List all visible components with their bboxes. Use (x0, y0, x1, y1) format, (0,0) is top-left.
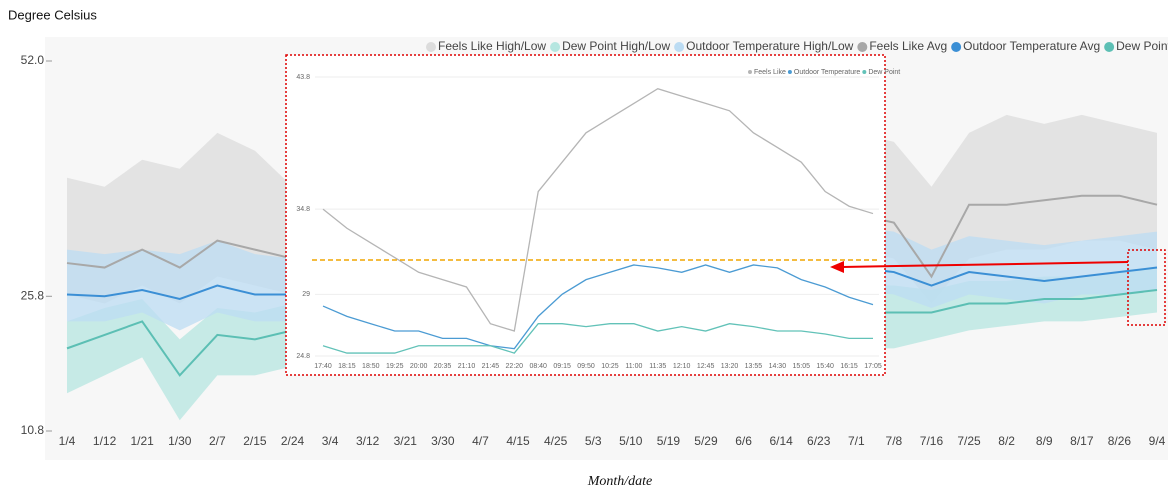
x-tick-label: 6/6 (735, 434, 752, 448)
legend-label: Feels Like Avg (869, 39, 947, 53)
x-tick-label: 1/12 (93, 434, 117, 448)
x-tick-label: 11:00 (625, 363, 642, 370)
arrow-head (830, 261, 844, 273)
y-tick-label: 10.8 (21, 423, 45, 437)
x-tick-label: 19:25 (386, 363, 404, 370)
x-axis-label: Month/date (587, 474, 653, 489)
x-tick-label: 5/19 (657, 434, 681, 448)
x-tick-label: 4/7 (472, 434, 489, 448)
x-tick-label: 4/15 (506, 434, 530, 448)
y-tick-label: 24.8 (296, 353, 310, 360)
x-tick-label: 5/29 (694, 434, 718, 448)
legend-label: Feels Like High/Low (438, 39, 546, 53)
x-tick-label: 9/4 (1149, 434, 1166, 448)
legend-label: Outdoor Temperature High/Low (686, 39, 854, 53)
legend-marker (1104, 42, 1115, 52)
x-tick-label: 2/15 (243, 434, 267, 448)
inset-frame (285, 54, 886, 376)
x-tick-label: 09:15 (553, 363, 571, 370)
legend-marker (951, 42, 962, 52)
x-tick-label: 5/10 (619, 434, 643, 448)
x-tick-label: 5/3 (585, 434, 602, 448)
x-tick-label: 18:50 (362, 363, 380, 370)
x-tick-label: 7/16 (920, 434, 944, 448)
x-tick-label: 20:35 (434, 363, 452, 370)
x-tick-label: 8/2 (998, 434, 1015, 448)
x-tick-label: 20:00 (410, 363, 428, 370)
x-tick-label: 7/25 (957, 434, 981, 448)
x-tick-label: 8/26 (1108, 434, 1132, 448)
x-tick-label: 3/21 (394, 434, 418, 448)
x-tick-label: 08:40 (529, 363, 547, 370)
x-tick-label: 12:45 (697, 363, 715, 370)
legend-marker (426, 42, 436, 52)
inset-chart: 24.8 29 34.8 43.8 17:40 18:15 18:50 19:25 20:00 2… (296, 69, 900, 370)
y-tick-label: 25.8 (21, 288, 45, 302)
legend-label: Feels Like (754, 69, 786, 76)
legend-label: Outdoor Temperature Avg (963, 39, 1100, 53)
x-tick-label: 3/12 (356, 434, 380, 448)
arrow-line (841, 261, 1129, 268)
legend-label: Dew Point High/Low (562, 39, 670, 53)
x-tick-label: 1/21 (130, 434, 154, 448)
x-tick-label: 2/7 (209, 434, 226, 448)
x-tick-label: 14:30 (769, 363, 787, 370)
x-tick-label: 09:50 (577, 363, 595, 370)
x-tick-label: 21:45 (482, 363, 500, 370)
x-tick-label: 17:40 (314, 363, 332, 370)
x-tick-label: 13:55 (745, 363, 763, 370)
x-tick-label: 15:40 (816, 363, 834, 370)
series-line (322, 323, 873, 354)
x-tick-label: 6/14 (769, 434, 793, 448)
legend-marker (748, 70, 752, 74)
x-tick-label: 2/24 (281, 434, 305, 448)
series-line (322, 88, 874, 332)
x-tick-label: 11:35 (649, 363, 666, 370)
x-tick-label: 3/30 (431, 434, 455, 448)
x-tick-label: 7/8 (886, 434, 903, 448)
x-tick-label: 18:15 (338, 363, 356, 370)
legend-marker (550, 42, 561, 52)
y-axis-label: Degree Celsius (8, 7, 97, 22)
legend-label: Dew Point Avg (1116, 39, 1168, 53)
x-tick-label: 7/1 (848, 434, 865, 448)
legend-marker (674, 42, 685, 52)
x-tick-label: 15:05 (792, 363, 810, 370)
x-tick-label: 6/23 (807, 434, 831, 448)
x-tick-label: 10:25 (601, 363, 619, 370)
x-tick-label: 21:10 (458, 363, 476, 370)
x-tick-label: 1/4 (59, 434, 76, 448)
x-tick-label: 4/25 (544, 434, 568, 448)
x-tick-label: 3/4 (322, 434, 339, 448)
legend-label: Dew Point (868, 69, 900, 76)
y-tick-label: 29 (302, 291, 310, 298)
series-line (322, 264, 874, 350)
y-tick-label: 34.8 (296, 206, 310, 213)
y-tick-label: 52.0 (21, 53, 45, 67)
y-tick-label: 43.8 (296, 74, 310, 81)
inset-border (285, 54, 886, 376)
x-tick-label: 8/17 (1070, 434, 1094, 448)
x-tick-label: 22:20 (506, 363, 524, 370)
legend-marker (857, 42, 868, 52)
x-tick-label: 13:20 (721, 363, 739, 370)
x-tick-label: 16:15 (840, 363, 858, 370)
x-tick-label: 12:10 (673, 363, 691, 370)
legend-marker (862, 70, 867, 74)
x-tick-label: 17:05 (864, 363, 882, 370)
x-tick-label: 8/9 (1036, 434, 1053, 448)
x-tick-label: 1/30 (168, 434, 192, 448)
legend-marker (787, 70, 792, 74)
legend-label: Outdoor Temperature (794, 69, 861, 76)
